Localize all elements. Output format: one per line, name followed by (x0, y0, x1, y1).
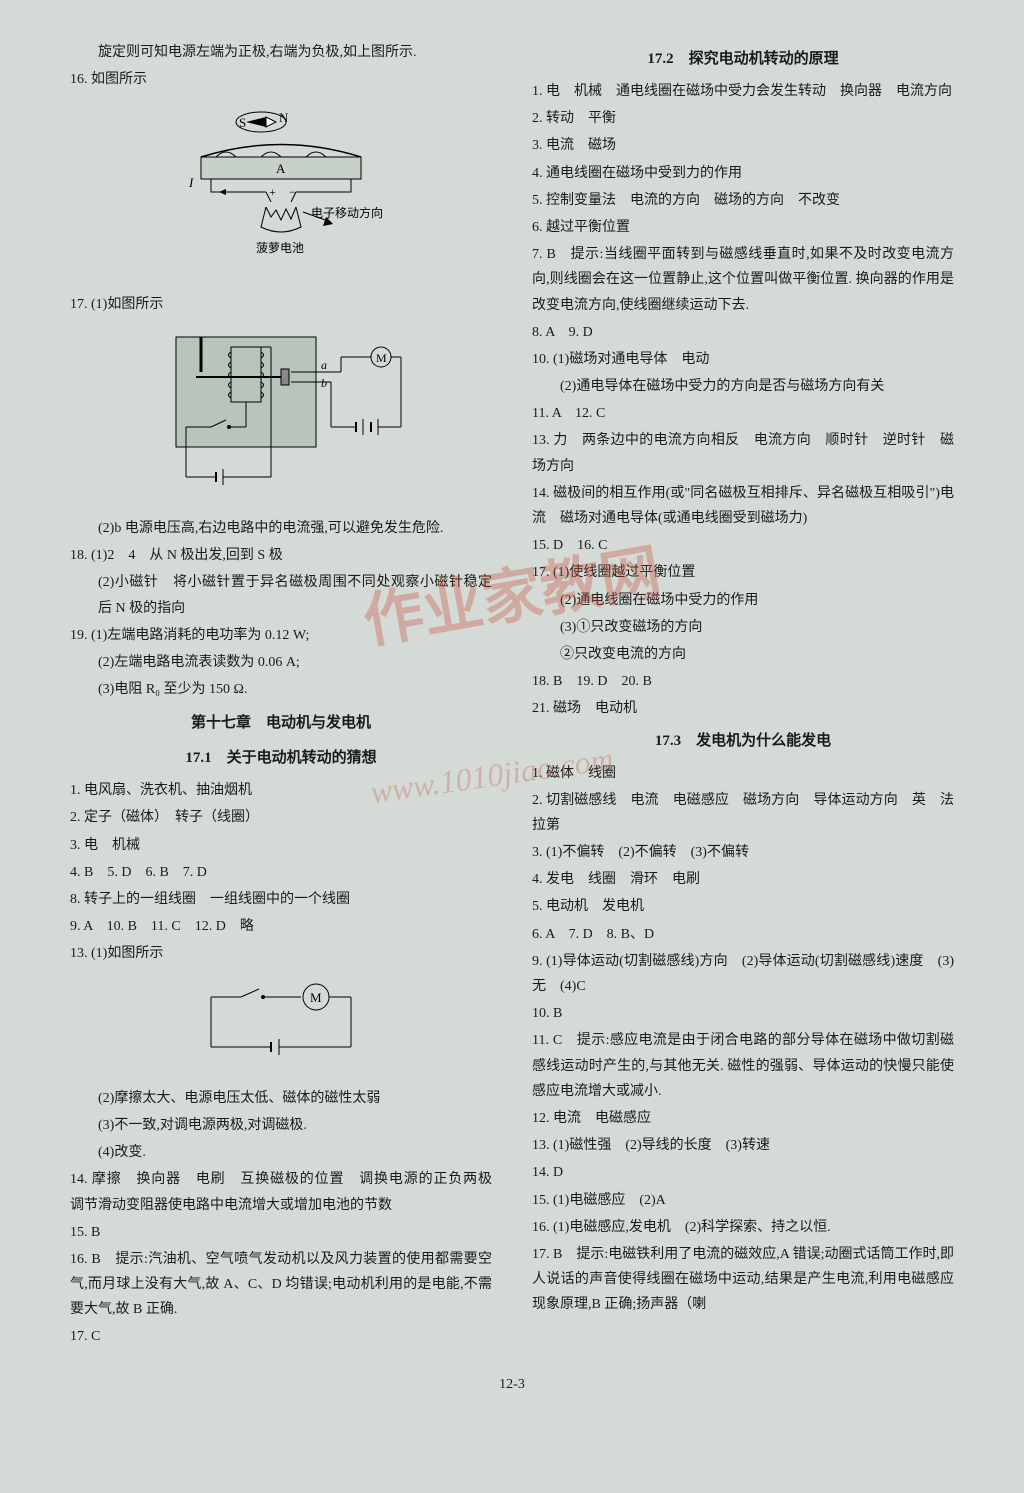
s2-5: 5. 控制变量法 电流的方向 磁场的方向 不改变 (532, 188, 954, 213)
s2-21: 21. 磁场 电动机 (532, 696, 954, 721)
q17-2: (2)b 电源电压高,右边电路中的电流强,可以避免发生危险. (70, 516, 492, 541)
s2-3: 3. 电流 磁场 (532, 133, 954, 158)
section-17-1-title: 17.1 关于电动机转动的猜想 (70, 745, 492, 772)
figure-2: a b M (70, 327, 492, 506)
s1-15: 15. B (70, 1220, 492, 1245)
s2-1: 1. 电 机械 通电线圈在磁场中受力会发生转动 换向器 电流方向 (532, 79, 954, 104)
s2-14: 14. 磁极间的相互作用(或"同名磁极互相排斥、异名磁极互相吸引")电流 磁场对… (532, 481, 954, 531)
s2-6: 6. 越过平衡位置 (532, 215, 954, 240)
s2-11: 11. A 12. C (532, 401, 954, 426)
label-i: I (188, 175, 194, 190)
section-17-2-title: 17.2 探究电动机转动的原理 (532, 46, 954, 73)
s2-17-2: (2)通电线圈在磁场中受力的作用 (532, 588, 954, 613)
s3-3: 3. (1)不偏转 (2)不偏转 (3)不偏转 (532, 840, 954, 865)
label-b2: b (321, 376, 327, 390)
s2-17-3: (3)①只改变磁场的方向 (532, 615, 954, 640)
s3-5: 5. 电动机 发电机 (532, 894, 954, 919)
s1-17: 17. C (70, 1324, 492, 1349)
page-container: 旋定则可知电源左端为正极,右端为负极,如上图所示. 16. 如图所示 S N A… (70, 40, 954, 1352)
q19-3: (3)电阻 R₀ 至少为 150 Ω. (70, 677, 492, 702)
label-a: A (276, 161, 286, 176)
s1-13-4: (4)改变. (70, 1140, 492, 1165)
section-17-3-title: 17.3 发电机为什么能发电 (532, 728, 954, 755)
s2-17-4: ②只改变电流的方向 (532, 642, 954, 667)
fig1-caption2: 菠萝电池 (256, 241, 304, 255)
s3-2: 2. 切割磁感线 电流 电磁感应 磁场方向 导体运动方向 英 法拉第 (532, 788, 954, 838)
s1-9: 9. A 10. B 11. C 12. D 略 (70, 914, 492, 939)
figure-1: S N A I + − 电子移动方向 菠萝电池 (70, 102, 492, 281)
chapter-title: 第十七章 电动机与发电机 (70, 710, 492, 737)
s3-4: 4. 发电 线圈 滑环 电刷 (532, 867, 954, 892)
s2-2: 2. 转动 平衡 (532, 106, 954, 131)
s3-6: 6. A 7. D 8. B、D (532, 922, 954, 947)
s3-12: 12. 电流 电磁感应 (532, 1106, 954, 1131)
s1-16: 16. B 提示:汽油机、空气喷气发动机以及风力装置的使用都需要空气,而月球上没… (70, 1247, 492, 1323)
q17-1: 17. (1)如图所示 (70, 292, 492, 317)
s3-17: 17. B 提示:电磁铁利用了电流的磁效应,A 错误;动圈式话筒工作时,即人说话… (532, 1242, 954, 1318)
s1-1: 1. 电风扇、洗衣机、抽油烟机 (70, 778, 492, 803)
label-m: M (376, 351, 387, 365)
s3-10: 10. B (532, 1001, 954, 1026)
s2-15: 15. D 16. C (532, 533, 954, 558)
label-s: S (239, 115, 246, 130)
label-a2: a (321, 358, 327, 372)
s3-1: 1. 磁体 线圈 (532, 761, 954, 786)
s3-11: 11. C 提示:感应电流是由于闭合电路的部分导体在磁场中做切割磁感线运动时产生… (532, 1028, 954, 1104)
q18-1: 18. (1)2 4 从 N 极出发,回到 S 极 (70, 543, 492, 568)
q16-label: 16. 如图所示 (70, 67, 492, 92)
s2-13: 13. 力 两条边中的电流方向相反 电流方向 顺时针 逆时针 磁场方向 (532, 428, 954, 478)
s3-14: 14. D (532, 1160, 954, 1185)
figure-3: M (70, 977, 492, 1076)
label-n: N (279, 110, 289, 125)
s1-13-1: 13. (1)如图所示 (70, 941, 492, 966)
fig3-m: M (310, 990, 322, 1005)
s1-2: 2. 定子（磁体） 转子（线圈） (70, 805, 492, 830)
right-column: 17.2 探究电动机转动的原理 1. 电 机械 通电线圈在磁场中受力会发生转动 … (532, 40, 954, 1352)
s1-3: 3. 电 机械 (70, 833, 492, 858)
q19-1: 19. (1)左端电路消耗的电功率为 0.12 W; (70, 623, 492, 648)
s3-9: 9. (1)导体运动(切割磁感线)方向 (2)导体运动(切割磁感线)速度 (3)… (532, 949, 954, 999)
s2-18: 18. B 19. D 20. B (532, 669, 954, 694)
s2-10-2: (2)通电导体在磁场中受力的方向是否与磁场方向有关 (532, 374, 954, 399)
page-number: 12-3 (70, 1372, 954, 1397)
q19-2: (2)左端电路电流表读数为 0.06 A; (70, 650, 492, 675)
s2-7: 7. B 提示:当线圈平面转到与磁感线垂直时,如果不及时改变电流方向,则线圈会在… (532, 242, 954, 318)
text-line: 旋定则可知电源左端为正极,右端为负极,如上图所示. (70, 40, 492, 65)
s2-17-1: 17. (1)使线圈越过平衡位置 (532, 560, 954, 585)
s3-16: 16. (1)电磁感应,发电机 (2)科学探索、持之以恒. (532, 1215, 954, 1240)
s1-4: 4. B 5. D 6. B 7. D (70, 860, 492, 885)
fig1-caption1: 电子移动方向 (311, 205, 383, 220)
s2-4: 4. 通电线圈在磁场中受到力的作用 (532, 161, 954, 186)
s3-13: 13. (1)磁性强 (2)导线的长度 (3)转速 (532, 1133, 954, 1158)
q18-2: (2)小磁针 将小磁针置于异名磁极周围不同处观察小磁针稳定后 N 极的指向 (70, 570, 492, 620)
s3-15: 15. (1)电磁感应 (2)A (532, 1188, 954, 1213)
svg-text:+: + (269, 185, 276, 199)
s1-13-2: (2)摩擦太大、电源电压太低、磁体的磁性太弱 (70, 1086, 492, 1111)
svg-text:−: − (289, 185, 296, 199)
s2-10-1: 10. (1)磁场对通电导体 电动 (532, 347, 954, 372)
s2-8: 8. A 9. D (532, 320, 954, 345)
s1-13-3: (3)不一致,对调电源两极,对调磁极. (70, 1113, 492, 1138)
left-column: 旋定则可知电源左端为正极,右端为负极,如上图所示. 16. 如图所示 S N A… (70, 40, 492, 1352)
s1-14: 14. 摩擦 换向器 电刷 互换磁极的位置 调换电源的正负两极 调节滑动变阻器使… (70, 1167, 492, 1217)
s1-8: 8. 转子上的一组线圈 一组线圈中的一个线圈 (70, 887, 492, 912)
